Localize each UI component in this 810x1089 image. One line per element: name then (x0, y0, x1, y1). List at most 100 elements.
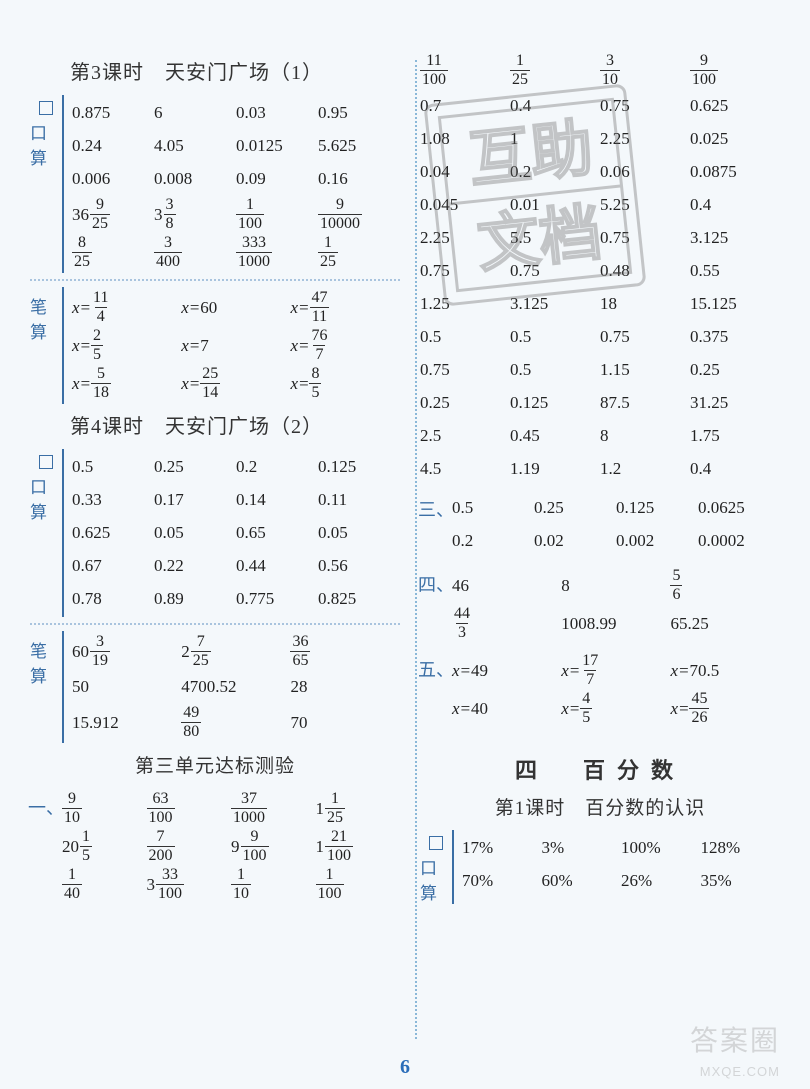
data-row: 1403331001101100 (62, 867, 400, 902)
square-icon (429, 836, 443, 850)
data-cell: 1.15 (600, 355, 690, 385)
data-row: 0.0060.0080.090.16 (72, 164, 400, 194)
data-cell: 2.25 (600, 124, 690, 154)
data-cell: 1 (510, 124, 600, 154)
data-cell: x=70.5 (670, 656, 779, 686)
data-cell: 0.006 (72, 164, 154, 194)
data-cell: 0.875 (72, 98, 154, 128)
data-row: 2.50.4581.75 (420, 421, 780, 451)
data-cell: 1.75 (690, 421, 780, 451)
data-row: 17%3%100%128% (462, 833, 780, 863)
data-cell: 5.25 (600, 190, 690, 220)
data-cell: 125 (318, 235, 400, 270)
data-cell: 0.04 (420, 157, 510, 187)
section-five-grid: x=49x=177x=70.5x=40x=45x=4526 (452, 650, 780, 729)
data-cell: 0.75 (600, 91, 690, 121)
data-cell: 15.125 (690, 289, 780, 319)
data-cell: 3331000 (236, 235, 318, 270)
data-cell: 0.16 (318, 164, 400, 194)
square-icon (39, 101, 53, 115)
data-cell: 65.25 (670, 609, 779, 639)
data-cell: 1100 (316, 867, 401, 902)
data-row: 0.250.12587.531.25 (420, 388, 780, 418)
lesson4-bisuan-grid: 6031927253665504700.522815.912498070 (62, 631, 400, 743)
section-three-block: 三、 0.50.250.1250.06250.20.020.0020.0002 (420, 490, 780, 559)
kousuan-label-3: 口算 (420, 830, 452, 904)
dotted-separator (30, 279, 400, 281)
data-cell: 140 (62, 867, 147, 902)
data-cell: x=45 (561, 691, 670, 726)
data-cell: 0.45 (510, 421, 600, 451)
data-cell: 371000 (231, 791, 316, 826)
data-cell: 18 (600, 289, 690, 319)
data-cell: 8 (561, 571, 670, 601)
data-cell: 0.5 (452, 493, 534, 523)
kousuan-label: 口算 (30, 95, 62, 273)
data-cell: 1.19 (510, 454, 600, 484)
five-label: 五、 (420, 650, 452, 729)
data-cell: 60% (542, 866, 622, 896)
dotted-separator (30, 623, 400, 625)
data-cell: 0.14 (236, 485, 318, 515)
data-cell: 0.5 (420, 322, 510, 352)
data-cell: 0.4 (690, 454, 780, 484)
section-five-block: 五、 x=49x=177x=70.5x=40x=45x=4526 (420, 650, 780, 729)
kousuan-label-2: 口算 (30, 449, 62, 617)
data-row: 0.20.020.0020.0002 (452, 526, 780, 556)
right-decimal-grid: 0.70.40.750.6251.0812.250.0250.040.20.06… (420, 91, 780, 484)
data-cell: 0.2 (236, 452, 318, 482)
data-cell: 0.75 (510, 256, 600, 286)
data-cell: 338 (154, 197, 236, 232)
data-cell: 70% (462, 866, 542, 896)
data-cell: 825 (72, 235, 154, 270)
kousuan-text: 口算 (30, 119, 62, 169)
data-cell: 63100 (147, 791, 232, 826)
data-cell: 9100 (690, 53, 780, 88)
data-cell: 0.03 (236, 98, 318, 128)
watermark-main: 答案圈 (690, 1019, 780, 1059)
data-cell: x=60 (181, 293, 290, 323)
data-cell: 17% (462, 833, 542, 863)
data-row: 2.255.50.753.125 (420, 223, 780, 253)
watermark-sub: MXQE.COM (700, 1064, 780, 1079)
kousuan-text-3: 口算 (420, 854, 452, 904)
data-cell: 910 (62, 791, 147, 826)
data-cell: x=767 (290, 328, 399, 363)
data-cell: 0.78 (72, 584, 154, 614)
data-row: 0.780.890.7750.825 (72, 584, 400, 614)
data-cell: 3665 (290, 634, 399, 669)
data-cell: 0.125 (510, 388, 600, 418)
data-cell: 0.0002 (698, 526, 780, 556)
data-cell: 310 (600, 53, 690, 88)
percent-grid: 17%3%100%128%70%60%26%35% (452, 830, 780, 904)
unit3-title: 第三单元达标测验 (30, 751, 400, 778)
data-row: 1.0812.250.025 (420, 124, 780, 154)
data-cell: 0.75 (420, 256, 510, 286)
data-row: 0.670.220.440.56 (72, 551, 400, 581)
data-cell: 0.4 (510, 91, 600, 121)
data-cell: 1125 (316, 791, 401, 826)
lesson3-bisuan-block: 笔算 x=114x=60x=4711x=25x=7x=767x=518x=251… (30, 287, 400, 404)
data-cell: 333100 (147, 867, 232, 902)
data-cell: 31.25 (690, 388, 780, 418)
data-cell: 5.625 (318, 131, 400, 161)
data-cell: 26% (621, 866, 701, 896)
data-row: 0.330.170.140.11 (72, 485, 400, 515)
data-cell: 0.06 (600, 157, 690, 187)
data-cell: 125 (510, 53, 600, 88)
right-column: 111001253109100 0.70.40.750.6251.0812.25… (410, 50, 780, 911)
data-cell: 1.25 (420, 289, 510, 319)
data-cell: 87.5 (600, 388, 690, 418)
lesson3-kousuan-block: 口算 0.87560.030.950.244.050.01255.6250.00… (30, 95, 400, 273)
data-row: x=114x=60x=4711 (72, 290, 400, 325)
data-cell: x=40 (452, 694, 561, 724)
data-cell: 1.2 (600, 454, 690, 484)
data-row: 0.70.40.750.625 (420, 91, 780, 121)
lesson-4-title: 第4课时 天安门广场（2） (70, 410, 400, 439)
data-row: 504700.5228 (72, 672, 400, 702)
data-cell: 2.5 (420, 421, 510, 451)
data-cell: 0.125 (616, 493, 698, 523)
data-cell: 121100 (316, 829, 401, 864)
data-cell: 4.05 (154, 131, 236, 161)
data-cell: 0.25 (154, 452, 236, 482)
